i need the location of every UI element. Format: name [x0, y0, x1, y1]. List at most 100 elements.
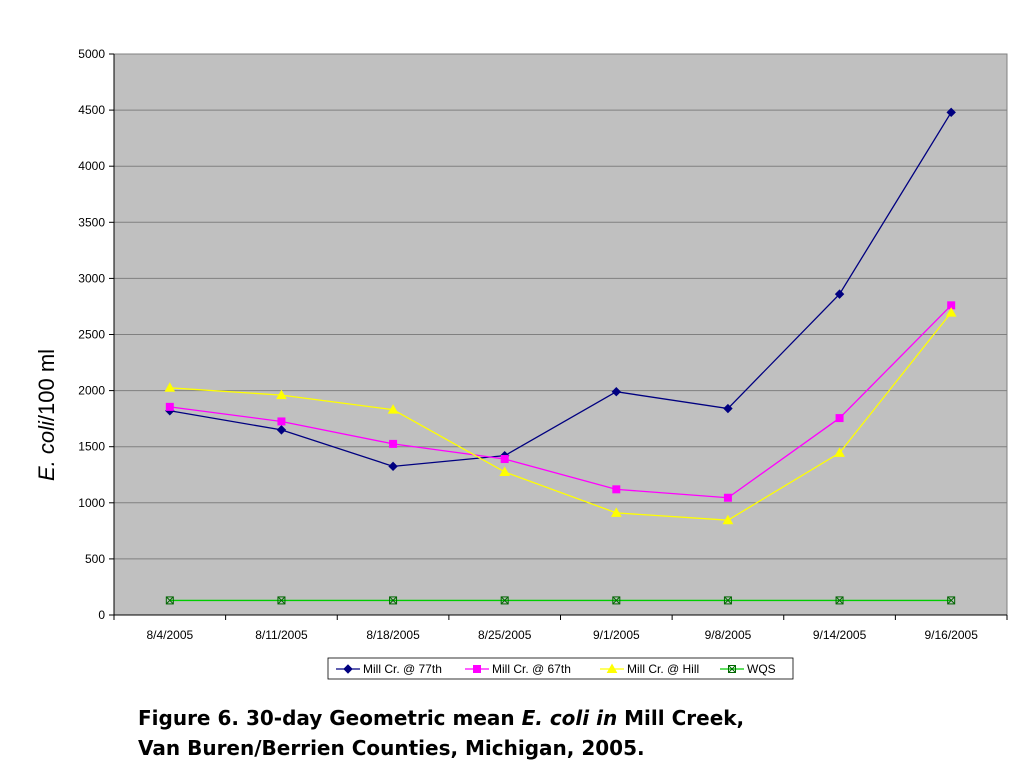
y-tick-label: 1500 — [78, 440, 105, 454]
data-point — [500, 596, 509, 605]
legend-item: Mill Cr. @ Hill — [600, 662, 699, 676]
marker-square — [612, 485, 621, 494]
legend-item: WQS — [720, 662, 776, 676]
marker-square — [473, 665, 481, 673]
y-tick-label: 500 — [85, 552, 105, 566]
marker-triangle — [722, 514, 734, 525]
x-tick-label: 9/16/2005 — [924, 628, 978, 642]
marker-x — [165, 596, 174, 605]
data-point — [835, 596, 844, 605]
data-point — [389, 439, 398, 448]
data-point — [611, 387, 622, 397]
marker-triangle — [945, 307, 957, 317]
marker-square — [165, 402, 174, 411]
data-point — [722, 514, 734, 525]
marker-x — [612, 596, 621, 605]
data-point — [277, 596, 286, 605]
marker-x — [500, 596, 509, 605]
marker-triangle — [164, 382, 176, 392]
y-axis-ticks: 0 500 1000 1500 2000 2500 3000 3500 4000 4500 5000 — [78, 47, 115, 622]
marker-box — [723, 596, 732, 605]
x-tick-label: 8/18/2005 — [366, 628, 420, 642]
data-point — [834, 447, 845, 457]
data-point — [473, 665, 481, 673]
x-tick-label: 9/8/2005 — [705, 628, 752, 642]
data-point — [834, 289, 845, 299]
marker-square — [500, 455, 509, 464]
caption-text-end: Mill Creek, — [617, 706, 745, 730]
x-tick-label: 8/4/2005 — [146, 628, 193, 642]
marker-diamond — [946, 107, 956, 118]
legend-label: Mill Cr. @ Hill — [627, 662, 699, 676]
data-point — [500, 455, 509, 464]
marker-box — [165, 596, 174, 605]
data-point — [277, 417, 286, 426]
marker-diamond — [388, 461, 398, 472]
caption-text: Figure 6. 30-day Geometric mean — [138, 706, 522, 730]
y-tick-label: 0 — [98, 608, 105, 622]
y-tick-label: 4500 — [78, 103, 105, 117]
figure-caption: Figure 6. 30-day Geometric mean E. coli … — [138, 703, 744, 763]
marker-square — [723, 493, 732, 502]
x-tick-label: 9/14/2005 — [813, 628, 867, 642]
data-point — [612, 485, 621, 494]
marker-square — [835, 414, 844, 423]
marker-box — [389, 596, 398, 605]
marker-x — [835, 596, 844, 605]
marker-triangle — [610, 507, 622, 517]
x-tick-label: 8/11/2005 — [255, 628, 308, 642]
data-point — [164, 382, 176, 392]
y-tick-label: 3500 — [78, 215, 105, 229]
data-point — [606, 663, 618, 673]
caption-line-1: Figure 6. 30-day Geometric mean E. coli … — [138, 703, 744, 733]
legend-box — [327, 657, 794, 680]
marker-x — [724, 596, 732, 605]
marker-x — [277, 596, 286, 605]
y-tick-label: 1000 — [78, 496, 105, 510]
legend-label: Mill Cr. @ 77th — [363, 662, 442, 676]
x-axis-ticks: 8/4/2005 8/11/2005 8/18/2005 8/25/2005 9/1/2… — [113, 614, 1008, 642]
marker-square — [277, 417, 286, 426]
gridlines — [114, 109, 1007, 560]
data-point — [610, 507, 622, 517]
marker-x — [389, 596, 397, 605]
data-point — [723, 596, 732, 605]
series-group — [164, 107, 957, 605]
legend-label: WQS — [747, 662, 776, 676]
data-point — [723, 493, 732, 502]
y-tick-label: 3000 — [78, 271, 105, 285]
marker-box — [277, 596, 286, 605]
data-point — [387, 404, 399, 414]
series-line — [169, 304, 952, 499]
marker-triangle — [387, 404, 399, 414]
marker-triangle — [276, 389, 287, 400]
y-tick-label: 5000 — [78, 47, 105, 61]
series — [165, 301, 956, 502]
marker-x — [728, 665, 736, 673]
marker-diamond — [343, 664, 353, 674]
data-point — [343, 664, 353, 674]
x-tick-label: 9/1/2005 — [593, 628, 640, 642]
marker-x — [947, 596, 956, 605]
data-point — [835, 414, 844, 423]
data-point — [165, 402, 174, 411]
marker-triangle — [606, 663, 618, 673]
data-point — [276, 389, 287, 400]
legend-item: Mill Cr. @ 67th — [465, 662, 571, 676]
data-point — [946, 107, 956, 118]
caption-line-2: Van Buren/Berrien Counties, Michigan, 20… — [138, 736, 645, 760]
marker-diamond — [276, 425, 287, 435]
data-point — [723, 403, 733, 414]
data-point — [389, 596, 398, 605]
marker-square — [389, 439, 398, 448]
legend-item: Mill Cr. @ 77th — [336, 662, 442, 676]
legend: Mill Cr. @ 77th Mill Cr. @ 67th Mill Cr. @… — [327, 657, 794, 680]
data-point — [728, 665, 736, 673]
marker-triangle — [834, 447, 845, 457]
y-tick-label: 2500 — [78, 328, 105, 342]
marker-box — [947, 596, 956, 605]
marker-box — [835, 596, 844, 605]
series — [164, 307, 957, 525]
marker-box — [728, 665, 736, 673]
series-line — [169, 312, 952, 521]
